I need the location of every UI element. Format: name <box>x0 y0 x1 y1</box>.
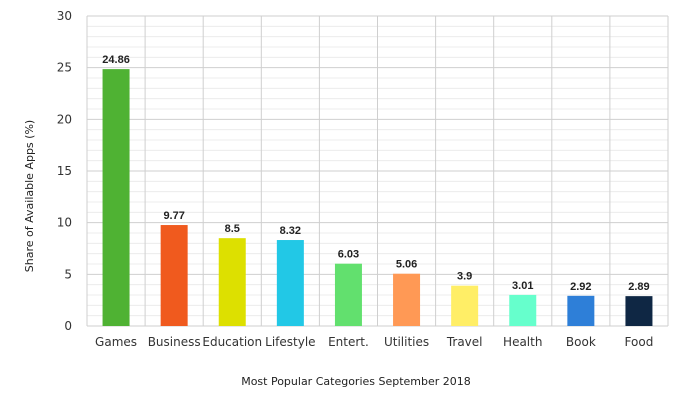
data-label: 9.77 <box>163 210 184 222</box>
x-tick-label: Business <box>148 335 201 349</box>
data-label: 8.32 <box>280 225 301 237</box>
x-tick-label: Utilities <box>384 335 429 349</box>
x-tick-label: Games <box>95 335 137 349</box>
x-tick-label: Education <box>202 335 262 349</box>
data-label: 8.5 <box>225 223 240 235</box>
y-tick-label: 5 <box>64 267 72 281</box>
y-tick-label: 10 <box>57 216 72 230</box>
x-tick-label: Food <box>625 335 654 349</box>
data-label: 24.86 <box>102 54 130 66</box>
x-tick-label: Entert. <box>328 335 369 349</box>
y-tick-label: 15 <box>57 164 72 178</box>
bar <box>276 240 304 326</box>
data-label: 2.92 <box>570 281 591 293</box>
y-tick-label: 25 <box>57 61 72 75</box>
y-tick-label: 30 <box>57 9 72 23</box>
bar <box>625 296 653 326</box>
y-axis-title: Share of Available Apps (%) <box>23 120 36 272</box>
bar <box>509 294 537 326</box>
label-layer: 0 5 10 15 20 25 30 24.86 Games 9.77 Business 8.5 Edu… <box>57 9 654 349</box>
bar-layer <box>102 69 653 326</box>
bar <box>218 238 246 326</box>
y-tick-label: 20 <box>57 112 72 126</box>
bar <box>451 285 479 326</box>
data-label: 6.03 <box>338 249 359 261</box>
bar <box>567 295 595 326</box>
bar <box>160 225 188 326</box>
bar <box>102 69 130 326</box>
y-tick-label: 0 <box>64 319 72 333</box>
data-label: 3.9 <box>457 271 472 283</box>
bar <box>393 273 421 326</box>
x-tick-label: Lifestyle <box>265 335 315 349</box>
data-label: 5.06 <box>396 259 417 271</box>
bar <box>334 263 362 326</box>
data-label: 2.89 <box>628 281 649 293</box>
data-label: 3.01 <box>512 280 533 292</box>
x-tick-label: Travel <box>446 335 483 349</box>
x-axis-title: Most Popular Categories September 2018 <box>241 375 471 388</box>
x-tick-label: Health <box>503 335 542 349</box>
x-tick-label: Book <box>566 335 596 349</box>
